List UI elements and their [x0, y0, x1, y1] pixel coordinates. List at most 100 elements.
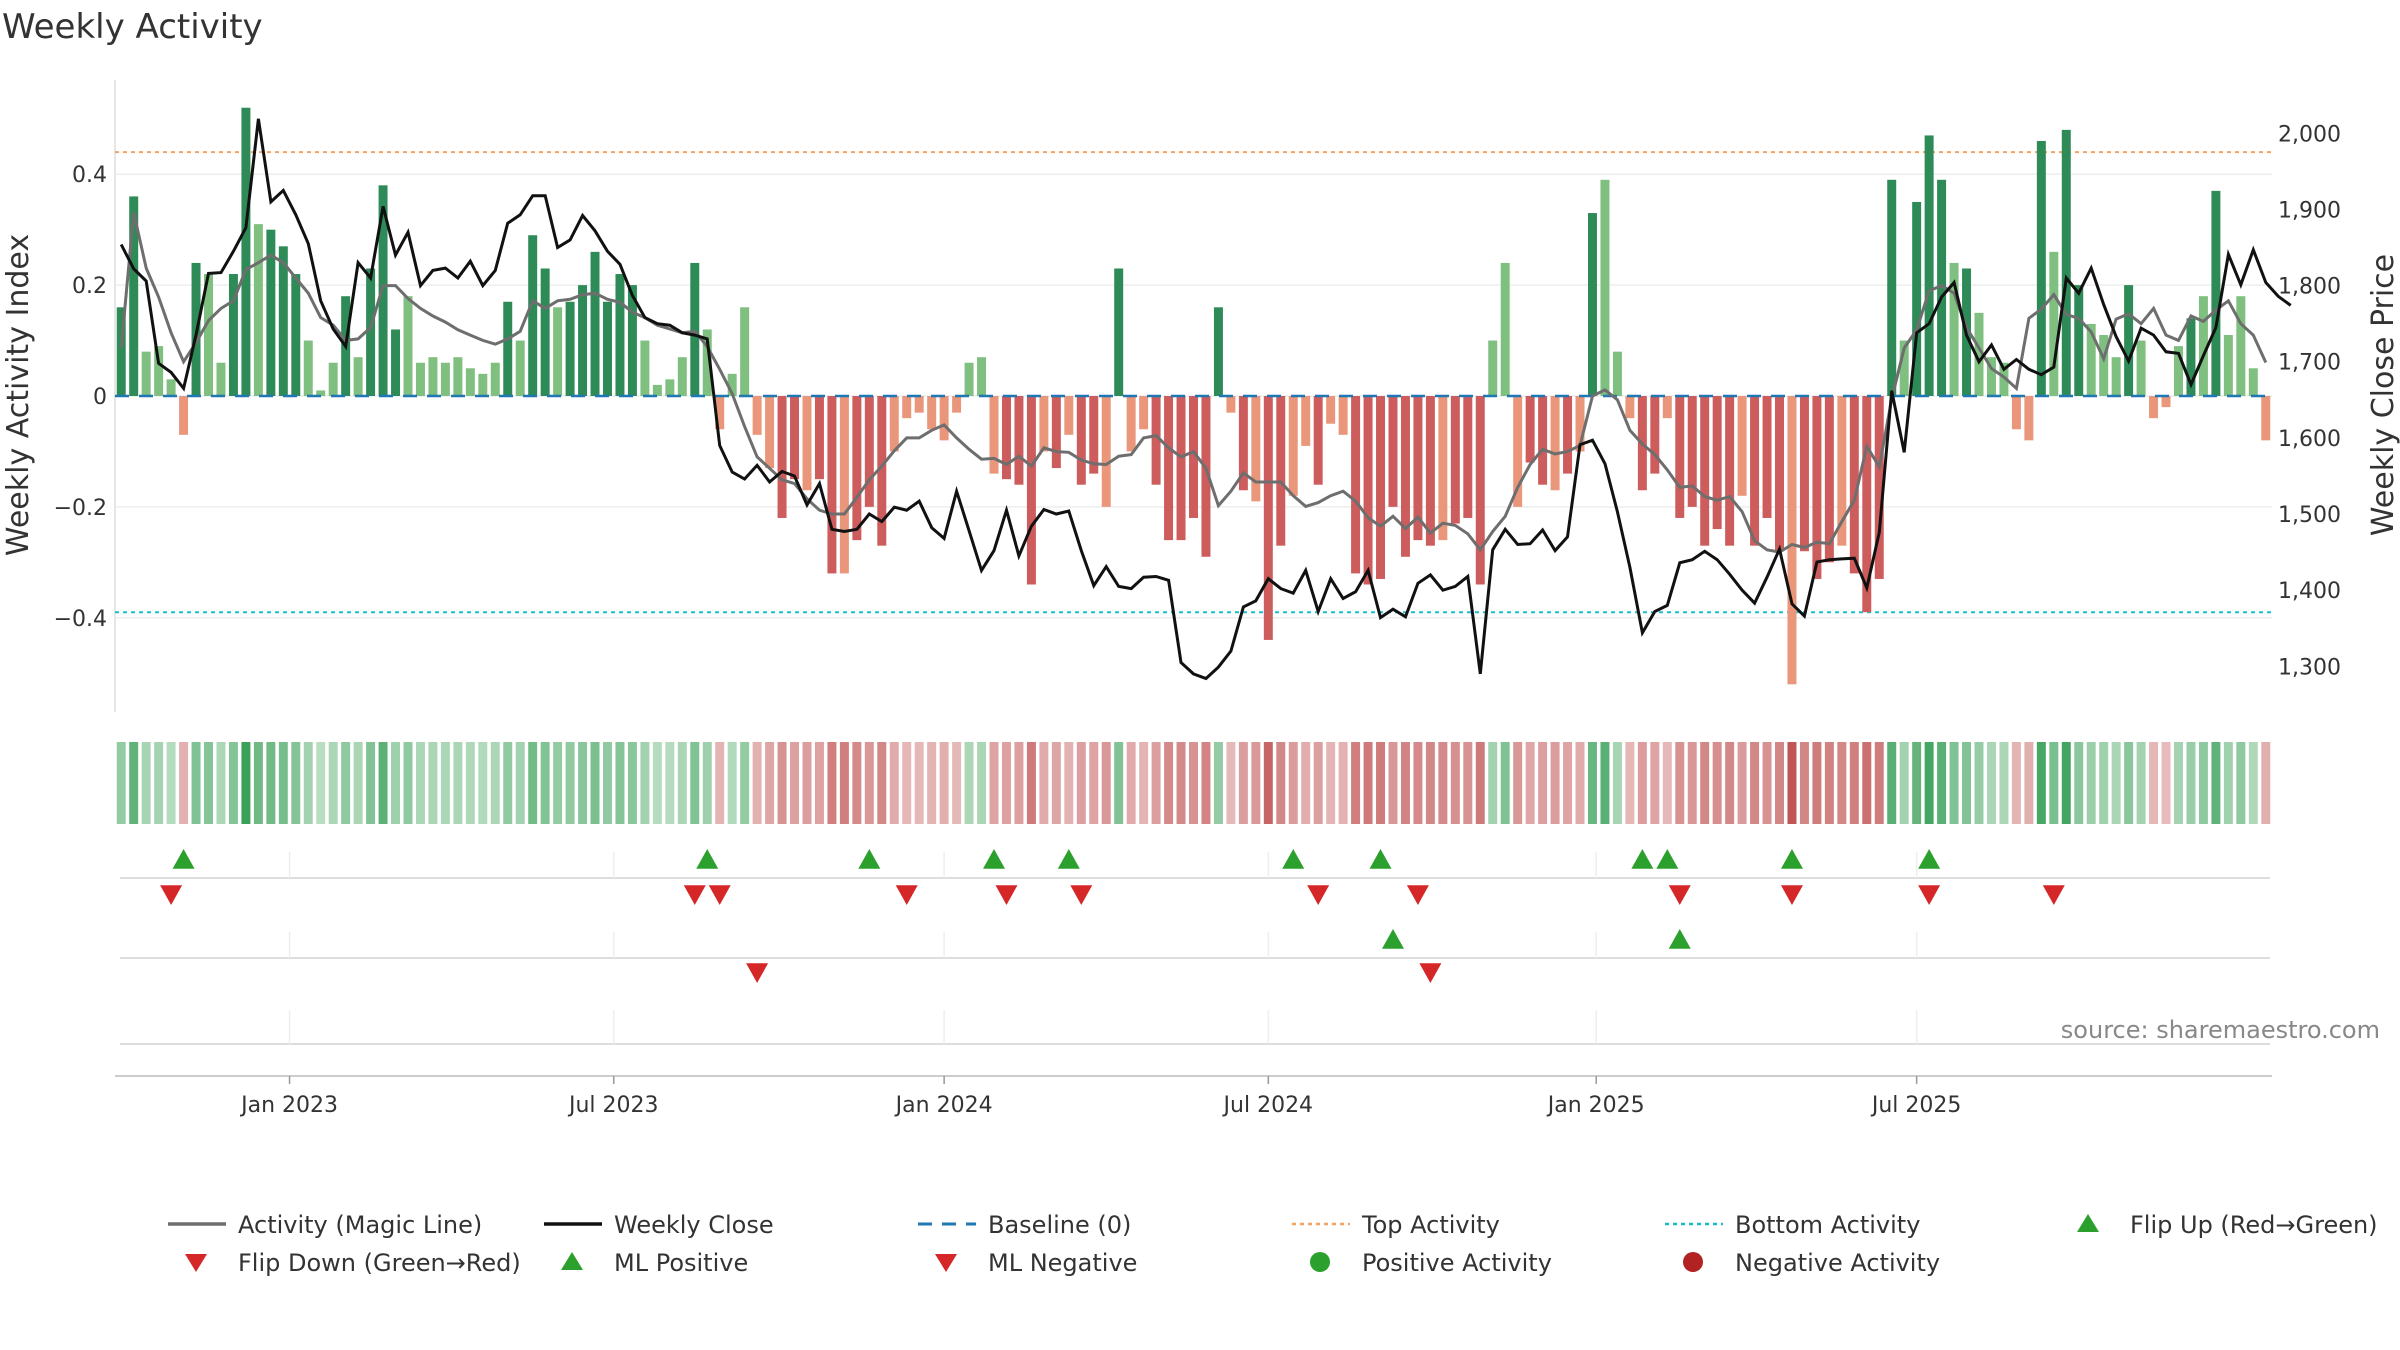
activity-heat-strip — [116, 742, 2271, 824]
flip-up-marker — [858, 849, 881, 869]
activity-bar — [2049, 251, 2059, 396]
flip-down-marker — [895, 885, 918, 905]
activity-bar — [1388, 396, 1398, 507]
activity-bar — [590, 251, 600, 396]
legend-item: Weekly Close — [544, 1211, 774, 1239]
x-tick-label: Jan 2024 — [894, 1093, 993, 1118]
activity-bar — [1799, 396, 1809, 552]
heat-cell — [553, 742, 563, 824]
activity-bar — [690, 262, 700, 396]
activity-bar — [1662, 396, 1672, 419]
heat-cell — [1912, 742, 1922, 824]
activity-bar — [1064, 396, 1074, 435]
heat-cell — [1737, 742, 1747, 824]
heat-cell — [1326, 742, 1336, 824]
flip-down-marker — [683, 885, 706, 905]
heat-cell — [1376, 742, 1386, 824]
heat-cell — [428, 742, 438, 824]
activity-bar — [1151, 396, 1161, 485]
activity-bar — [241, 107, 251, 396]
activity-bar — [1675, 396, 1685, 518]
heat-cell — [1189, 742, 1198, 824]
activity-bar — [902, 396, 912, 419]
activity-bar — [1725, 396, 1735, 546]
legend-item: Baseline (0) — [918, 1211, 1131, 1239]
heat-cell — [1887, 742, 1897, 824]
ml-negative-marker — [746, 963, 769, 983]
activity-bar — [1563, 396, 1573, 474]
heat-cell — [2186, 742, 2196, 824]
heat-cell — [989, 742, 999, 824]
legend-item: Negative Activity — [1683, 1249, 1940, 1277]
heat-cell — [1238, 742, 1248, 824]
activity-bar — [790, 396, 800, 480]
heat-cell — [1450, 742, 1460, 824]
heat-cell — [303, 742, 313, 824]
activity-bar — [415, 362, 425, 396]
activity-bar — [1189, 396, 1198, 518]
left-axis-label: Weekly Activity Index — [1, 234, 36, 556]
activity-bar — [1500, 262, 1510, 396]
heat-cell — [1051, 742, 1061, 824]
heat-cell — [1313, 742, 1323, 824]
activity-bar — [216, 362, 226, 396]
heat-cell — [1637, 742, 1647, 824]
heat-cell — [1151, 742, 1161, 824]
legend-item: Activity (Magic Line) — [168, 1211, 482, 1239]
activity-bar — [877, 396, 887, 546]
heat-cell — [228, 742, 238, 824]
activity-bar — [989, 396, 999, 474]
heat-cell — [877, 742, 887, 824]
legend-label: Negative Activity — [1735, 1249, 1940, 1277]
legend-swatch — [2077, 1214, 2099, 1232]
activity-bar — [2011, 396, 2021, 430]
weekly-close-line — [119, 118, 2292, 681]
activity-bar — [2211, 190, 2221, 396]
threshold-lines — [115, 151, 2272, 614]
heat-cell — [1924, 742, 1934, 824]
heat-cell — [278, 742, 288, 824]
heat-cell — [2223, 742, 2233, 824]
heat-cell — [790, 742, 800, 824]
heat-cell — [864, 742, 874, 824]
activity-bar — [1014, 396, 1024, 485]
heat-cell — [166, 742, 176, 824]
x-tick-label: Jul 2025 — [1870, 1093, 1962, 1118]
heat-cell — [353, 742, 363, 824]
heat-cell — [378, 742, 388, 824]
activity-bar — [2149, 396, 2159, 419]
activity-bar — [1687, 396, 1697, 507]
heat-cell — [1750, 742, 1760, 824]
right-axis-label: Weekly Close Price — [2366, 254, 2400, 536]
activity-bar — [1164, 396, 1174, 541]
heat-cell — [2049, 742, 2059, 824]
heat-cell — [1525, 742, 1535, 824]
heat-cell — [440, 742, 450, 824]
legend-swatch — [1683, 1252, 1703, 1272]
activity-bar — [2036, 140, 2046, 396]
flip-up-marker — [1918, 849, 1941, 869]
activity-bar — [1650, 396, 1660, 474]
legend-swatch — [935, 1254, 957, 1272]
activity-bar — [515, 340, 525, 396]
heat-cell — [1550, 742, 1560, 824]
activity-bar — [166, 379, 176, 396]
heat-cell — [490, 742, 500, 824]
heat-cell — [927, 742, 937, 824]
activity-bar — [1301, 396, 1311, 446]
legend-label: ML Negative — [988, 1249, 1137, 1277]
ml-positive-marker — [1381, 929, 1404, 949]
legend-item: Flip Up (Red→Green) — [2077, 1211, 2378, 1239]
activity-bar — [715, 396, 725, 430]
heat-cell — [690, 742, 700, 824]
heat-cell — [540, 742, 550, 824]
activity-bar — [1251, 396, 1261, 502]
heat-cell — [2036, 742, 2046, 824]
ml-positive-marker — [1668, 929, 1691, 949]
activity-bar — [1775, 396, 1784, 552]
activity-bar — [640, 340, 650, 396]
heat-cell — [952, 742, 962, 824]
activity-bar — [740, 307, 750, 396]
heat-cell — [2086, 742, 2096, 824]
heat-cell — [116, 742, 126, 824]
